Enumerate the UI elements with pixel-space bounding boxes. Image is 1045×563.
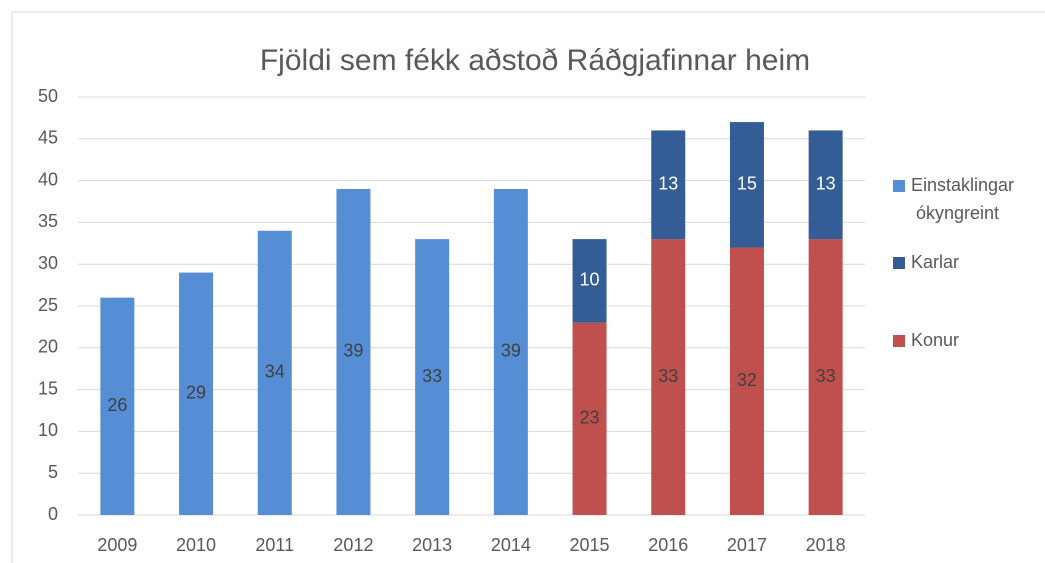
data-label: 33 bbox=[658, 366, 678, 386]
x-tick-label: 2009 bbox=[97, 535, 137, 555]
y-tick-label: 20 bbox=[38, 337, 58, 357]
chart-title: Fjöldi sem fékk aðstoð Ráðgjafinnar heim bbox=[260, 44, 810, 77]
data-label: 13 bbox=[658, 174, 678, 194]
legend-label: Konur bbox=[911, 330, 959, 350]
x-tick-label: 2018 bbox=[806, 535, 846, 555]
x-tick-label: 2011 bbox=[255, 535, 294, 555]
legend-swatch bbox=[893, 335, 905, 347]
x-tick-label: 2015 bbox=[570, 535, 610, 555]
y-tick-label: 15 bbox=[38, 378, 58, 398]
y-tick-label: 25 bbox=[38, 295, 58, 315]
bar bbox=[808, 239, 843, 515]
chart-border bbox=[11, 11, 1045, 563]
bar bbox=[100, 297, 135, 515]
legend-label: Karlar bbox=[911, 252, 959, 272]
legend-swatch bbox=[893, 180, 905, 192]
bar bbox=[729, 247, 764, 516]
legend-label: Einstaklingar ókyngreint bbox=[911, 175, 1014, 223]
data-label: 39 bbox=[501, 341, 521, 361]
bar bbox=[572, 322, 607, 515]
x-tick-label: 2017 bbox=[727, 535, 767, 555]
y-tick-label: 50 bbox=[38, 86, 58, 106]
data-label: 10 bbox=[580, 270, 600, 290]
data-label: 15 bbox=[737, 174, 757, 194]
y-tick-label: 40 bbox=[38, 169, 58, 189]
y-tick-label: 0 bbox=[48, 504, 58, 524]
x-tick-label: 2013 bbox=[412, 535, 452, 555]
y-tick-label: 45 bbox=[38, 128, 58, 148]
bar bbox=[808, 130, 843, 240]
data-label: 13 bbox=[816, 174, 836, 194]
bar bbox=[257, 230, 292, 515]
x-tick-label: 2010 bbox=[176, 535, 216, 555]
bar bbox=[572, 239, 607, 323]
bar bbox=[493, 188, 528, 515]
data-label: 29 bbox=[186, 383, 206, 403]
bar bbox=[729, 122, 764, 248]
y-tick-label: 10 bbox=[38, 420, 58, 440]
bar bbox=[415, 239, 450, 515]
x-tick-label: 2012 bbox=[333, 535, 373, 555]
x-tick-label: 2014 bbox=[491, 535, 531, 555]
bar bbox=[179, 272, 214, 515]
data-label: 23 bbox=[580, 408, 600, 428]
y-tick-label: 35 bbox=[38, 211, 58, 231]
data-label: 34 bbox=[265, 362, 285, 382]
data-label: 33 bbox=[816, 366, 836, 386]
legend-swatch bbox=[893, 257, 905, 269]
bar bbox=[651, 130, 686, 240]
y-tick-label: 30 bbox=[38, 253, 58, 273]
x-tick-label: 2016 bbox=[648, 535, 688, 555]
y-tick-label: 5 bbox=[48, 462, 58, 482]
data-label: 33 bbox=[422, 366, 442, 386]
data-label: 39 bbox=[343, 341, 363, 361]
data-label: 26 bbox=[107, 395, 127, 415]
bar bbox=[336, 188, 371, 515]
bar bbox=[651, 239, 686, 515]
data-label: 32 bbox=[737, 370, 757, 390]
